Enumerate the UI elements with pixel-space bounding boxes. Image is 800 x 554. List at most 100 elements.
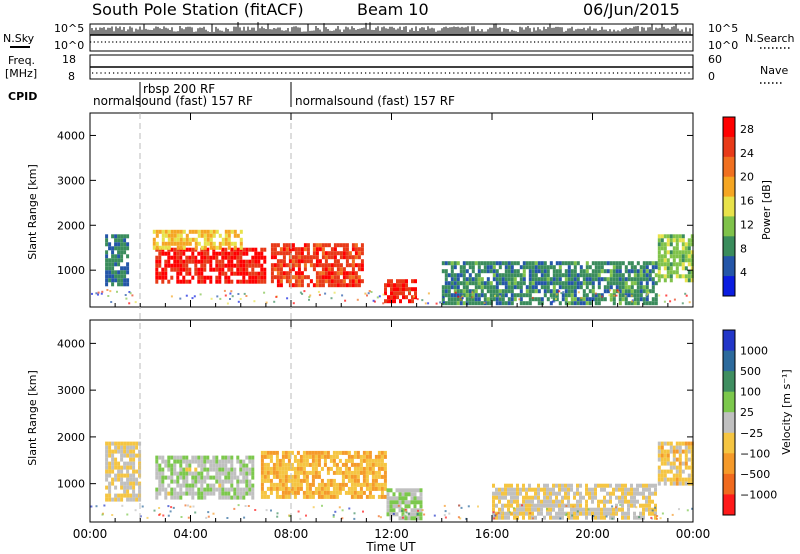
data-cell xyxy=(155,463,159,468)
data-cell xyxy=(525,495,528,500)
data-cell xyxy=(419,492,423,497)
data-cell xyxy=(254,271,258,276)
data-cell xyxy=(275,450,279,455)
data-cell xyxy=(468,289,472,294)
data-cell xyxy=(486,277,490,282)
data-cell xyxy=(404,504,408,509)
data-cell xyxy=(588,487,591,492)
data-cell xyxy=(516,499,519,504)
data-cell xyxy=(170,455,174,460)
data-cell xyxy=(498,499,501,504)
data-cell xyxy=(300,279,304,284)
data-cell xyxy=(453,289,457,294)
data-cell xyxy=(681,242,685,247)
data-cell xyxy=(287,454,291,459)
data-cell xyxy=(486,297,490,302)
data-cell xyxy=(221,483,225,488)
data-cell xyxy=(594,273,598,278)
data-cell xyxy=(474,261,478,266)
data-cell xyxy=(188,267,192,272)
data-cell xyxy=(236,233,240,238)
data-cell xyxy=(248,275,252,280)
data-cell xyxy=(528,273,532,278)
data-cell xyxy=(444,261,448,266)
data-cell xyxy=(191,275,195,280)
data-speck xyxy=(617,291,620,294)
data-cell xyxy=(585,269,589,274)
data-cell xyxy=(114,445,118,450)
data-cell xyxy=(690,258,694,263)
data-cell xyxy=(194,267,198,272)
data-cell xyxy=(233,255,237,260)
data-cell xyxy=(507,269,511,274)
data-cell xyxy=(351,267,355,272)
data-cell xyxy=(111,469,115,474)
data-cell xyxy=(215,267,219,272)
data-cell xyxy=(362,478,366,483)
data-cell xyxy=(335,494,339,499)
data-cell xyxy=(203,245,207,250)
data-cell xyxy=(471,269,475,274)
data-cell xyxy=(675,465,679,470)
data-cell xyxy=(353,482,357,487)
colorbar-segment xyxy=(723,117,735,138)
data-cell xyxy=(260,486,264,491)
data-cell xyxy=(282,255,286,260)
data-cell xyxy=(194,479,198,484)
data-cell xyxy=(215,463,219,468)
data-cell xyxy=(576,499,579,504)
data-cell xyxy=(209,475,213,480)
data-cell xyxy=(260,474,264,479)
data-cell xyxy=(618,499,621,504)
data-cell xyxy=(191,495,195,500)
data-cell xyxy=(606,261,610,266)
data-cell xyxy=(504,289,508,294)
data-cell xyxy=(359,470,363,475)
cpid-entry-2: rbsp 200 RF xyxy=(143,82,215,96)
data-cell xyxy=(320,466,324,471)
data-cell xyxy=(450,269,454,274)
data-cell xyxy=(672,449,676,454)
data-cell xyxy=(624,499,627,504)
data-cell xyxy=(185,279,189,284)
data-cell xyxy=(282,263,286,268)
data-cell xyxy=(279,283,283,288)
data-cell xyxy=(486,261,490,266)
data-cell xyxy=(224,475,228,480)
data-cell xyxy=(167,483,171,488)
data-cell xyxy=(483,269,487,274)
data-cell xyxy=(263,462,267,467)
data-cell xyxy=(105,441,109,446)
data-cell xyxy=(236,455,240,460)
data-cell xyxy=(273,251,277,256)
data-cell xyxy=(395,488,399,493)
data-cell xyxy=(326,482,330,487)
data-cell xyxy=(567,483,570,488)
data-cell xyxy=(648,511,651,516)
data-cell xyxy=(633,495,636,500)
data-cell xyxy=(648,277,652,282)
data-speck xyxy=(332,515,335,518)
data-speck xyxy=(348,507,351,510)
data-speck xyxy=(243,516,246,519)
data-cell xyxy=(185,247,189,252)
data-cell xyxy=(318,243,322,248)
data-speck xyxy=(192,505,195,508)
data-cell xyxy=(321,283,325,288)
data-cell xyxy=(239,479,243,484)
data-cell xyxy=(360,279,364,284)
data-cell xyxy=(561,507,564,512)
data-cell xyxy=(660,473,664,478)
data-speck xyxy=(207,511,210,514)
data-cell xyxy=(120,441,124,446)
data-cell xyxy=(327,263,331,268)
data-cell xyxy=(666,238,670,243)
data-cell xyxy=(230,259,234,264)
data-cell xyxy=(453,297,457,302)
colorbar-tick-label: 20 xyxy=(740,171,754,184)
data-cell xyxy=(362,458,366,463)
data-cell xyxy=(167,259,171,264)
data-speck xyxy=(153,509,156,512)
data-cell xyxy=(176,229,180,234)
data-cell xyxy=(552,285,556,290)
